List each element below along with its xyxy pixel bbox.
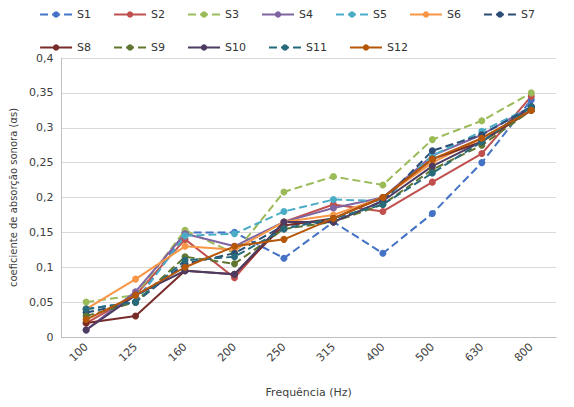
svg-text:S1: S1 (77, 8, 91, 21)
svg-text:0,25: 0,25 (29, 156, 54, 169)
svg-text:S4: S4 (299, 8, 313, 21)
svg-text:S8: S8 (77, 41, 91, 54)
svg-text:S3: S3 (225, 8, 239, 21)
svg-text:S2: S2 (151, 8, 165, 21)
svg-text:S9: S9 (151, 41, 165, 54)
svg-text:0,05: 0,05 (29, 296, 54, 309)
svg-text:250: 250 (265, 340, 289, 364)
svg-text:0,35: 0,35 (29, 86, 54, 99)
svg-text:0: 0 (46, 331, 53, 344)
svg-text:630: 630 (462, 340, 486, 364)
svg-text:0,3: 0,3 (36, 121, 54, 134)
svg-text:500: 500 (413, 340, 437, 364)
svg-text:800: 800 (512, 340, 536, 364)
svg-text:S6: S6 (447, 8, 461, 21)
svg-text:125: 125 (116, 340, 140, 364)
svg-text:S7: S7 (521, 8, 535, 21)
svg-text:S10: S10 (225, 41, 246, 54)
svg-text:0,1: 0,1 (36, 261, 54, 274)
svg-text:0,15: 0,15 (29, 226, 54, 239)
svg-text:315: 315 (314, 340, 338, 364)
svg-text:400: 400 (363, 340, 387, 364)
svg-text:0,2: 0,2 (36, 191, 54, 204)
svg-text:100: 100 (67, 340, 91, 364)
svg-text:S11: S11 (306, 41, 327, 54)
svg-text:coeficiente de absorção sonora: coeficiente de absorção sonora (αs) (8, 108, 19, 287)
svg-text:S12: S12 (387, 41, 408, 54)
svg-text:Frequência (Hz): Frequência (Hz) (266, 386, 352, 399)
svg-text:160: 160 (166, 340, 190, 364)
svg-text:200: 200 (215, 340, 239, 364)
svg-text:0,4: 0,4 (36, 52, 54, 65)
svg-text:S5: S5 (373, 8, 387, 21)
